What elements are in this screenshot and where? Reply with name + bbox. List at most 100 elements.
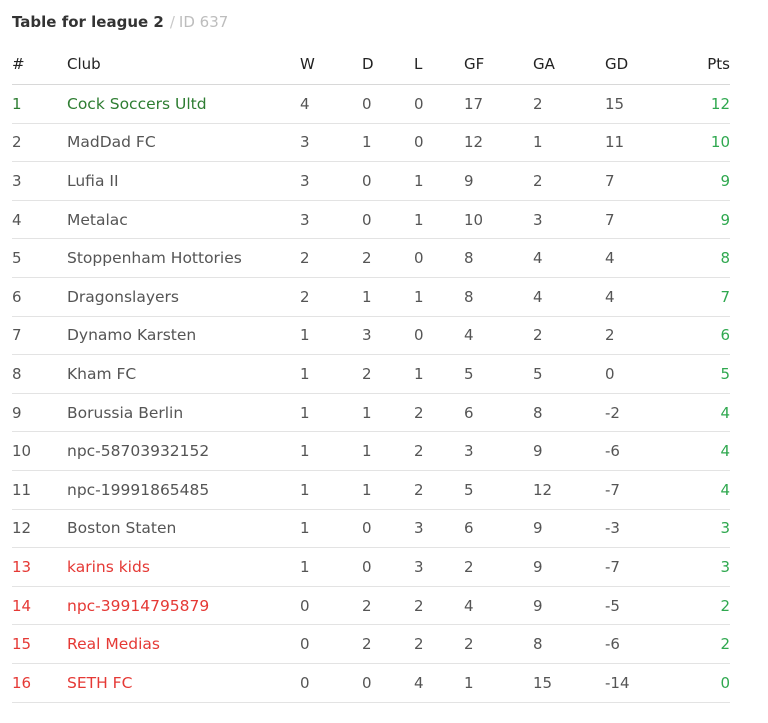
points-cell: 7 bbox=[688, 277, 730, 317]
losses-cell: 1 bbox=[414, 200, 464, 240]
goals-for-cell: 5 bbox=[464, 470, 533, 510]
goal-difference-cell: -5 bbox=[605, 586, 688, 626]
points-cell: 4 bbox=[688, 431, 730, 471]
club-name[interactable]: Cock Soccers Ultd bbox=[67, 84, 300, 124]
points-cell: 10 bbox=[688, 123, 730, 163]
col-header-goals-against[interactable]: GA bbox=[533, 44, 605, 85]
goal-difference-cell: -2 bbox=[605, 393, 688, 433]
league-table-panel: Table for league 2 / ID 637 # Club W D L… bbox=[12, 0, 730, 703]
points-cell: 2 bbox=[688, 624, 730, 664]
points-cell: 4 bbox=[688, 470, 730, 510]
club-name[interactable]: Dynamo Karsten bbox=[67, 316, 300, 356]
col-header-draws[interactable]: D bbox=[362, 44, 414, 85]
wins-cell: 1 bbox=[300, 431, 362, 471]
goals-for-cell: 5 bbox=[464, 354, 533, 394]
goal-difference-cell: 7 bbox=[605, 161, 688, 201]
position-cell: 14 bbox=[12, 586, 67, 626]
wins-cell: 3 bbox=[300, 123, 362, 163]
goals-against-cell: 1 bbox=[533, 123, 605, 163]
position-cell: 5 bbox=[12, 238, 67, 278]
club-name[interactable]: Real Medias bbox=[67, 624, 300, 664]
wins-cell: 2 bbox=[300, 238, 362, 278]
goals-against-cell: 9 bbox=[533, 431, 605, 471]
goal-difference-cell: -14 bbox=[605, 663, 688, 703]
goals-against-cell: 4 bbox=[533, 277, 605, 317]
position-cell: 4 bbox=[12, 200, 67, 240]
losses-cell: 2 bbox=[414, 586, 464, 626]
goals-for-cell: 9 bbox=[464, 161, 533, 201]
wins-cell: 1 bbox=[300, 316, 362, 356]
draws-cell: 0 bbox=[362, 200, 414, 240]
wins-cell: 1 bbox=[300, 547, 362, 587]
wins-cell: 1 bbox=[300, 509, 362, 549]
goals-against-cell: 9 bbox=[533, 509, 605, 549]
goal-difference-cell: 4 bbox=[605, 277, 688, 317]
goals-for-cell: 17 bbox=[464, 84, 533, 124]
col-header-goal-difference[interactable]: GD bbox=[605, 44, 688, 85]
club-name[interactable]: SETH FC bbox=[67, 663, 300, 703]
losses-cell: 2 bbox=[414, 431, 464, 471]
col-header-losses[interactable]: L bbox=[414, 44, 464, 85]
wins-cell: 3 bbox=[300, 200, 362, 240]
club-name[interactable]: Boston Staten bbox=[67, 509, 300, 549]
wins-cell: 2 bbox=[300, 277, 362, 317]
club-name[interactable]: Stoppenham Hottories bbox=[67, 238, 300, 278]
club-name[interactable]: npc-39914795879 bbox=[67, 586, 300, 626]
goals-for-cell: 6 bbox=[464, 509, 533, 549]
draws-cell: 2 bbox=[362, 354, 414, 394]
losses-cell: 1 bbox=[414, 161, 464, 201]
club-name[interactable]: Metalac bbox=[67, 200, 300, 240]
position-cell: 10 bbox=[12, 431, 67, 471]
table-row: 1 Cock Soccers Ultd 4 0 0 17 2 15 12 bbox=[12, 84, 730, 124]
goals-for-cell: 4 bbox=[464, 586, 533, 626]
draws-cell: 1 bbox=[362, 277, 414, 317]
col-header-wins[interactable]: W bbox=[300, 44, 362, 85]
goals-for-cell: 12 bbox=[464, 123, 533, 163]
draws-cell: 0 bbox=[362, 663, 414, 703]
wins-cell: 1 bbox=[300, 393, 362, 433]
goals-for-cell: 6 bbox=[464, 393, 533, 433]
col-header-position[interactable]: # bbox=[12, 44, 67, 85]
goals-for-cell: 2 bbox=[464, 624, 533, 664]
col-header-points[interactable]: Pts bbox=[688, 44, 730, 85]
goals-for-cell: 2 bbox=[464, 547, 533, 587]
club-name[interactable]: Dragonslayers bbox=[67, 277, 300, 317]
goals-against-cell: 2 bbox=[533, 84, 605, 124]
club-name[interactable]: npc-19991865485 bbox=[67, 470, 300, 510]
table-row: 10 npc-58703932152 1 1 2 3 9 -6 4 bbox=[12, 431, 730, 471]
goals-for-cell: 8 bbox=[464, 238, 533, 278]
draws-cell: 2 bbox=[362, 586, 414, 626]
club-name[interactable]: MadDad FC bbox=[67, 123, 300, 163]
table-row: 5 Stoppenham Hottories 2 2 0 8 4 4 8 bbox=[12, 238, 730, 278]
table-row: 13 karins kids 1 0 3 2 9 -7 3 bbox=[12, 547, 730, 587]
goals-against-cell: 8 bbox=[533, 393, 605, 433]
club-name[interactable]: Borussia Berlin bbox=[67, 393, 300, 433]
table-row: 9 Borussia Berlin 1 1 2 6 8 -2 4 bbox=[12, 393, 730, 433]
goals-for-cell: 10 bbox=[464, 200, 533, 240]
goal-difference-cell: 4 bbox=[605, 238, 688, 278]
goals-against-cell: 3 bbox=[533, 200, 605, 240]
wins-cell: 1 bbox=[300, 470, 362, 510]
losses-cell: 2 bbox=[414, 470, 464, 510]
goals-for-cell: 8 bbox=[464, 277, 533, 317]
club-name[interactable]: karins kids bbox=[67, 547, 300, 587]
points-cell: 8 bbox=[688, 238, 730, 278]
table-row: 14 npc-39914795879 0 2 2 4 9 -5 2 bbox=[12, 586, 730, 626]
table-row: 2 MadDad FC 3 1 0 12 1 11 10 bbox=[12, 123, 730, 163]
losses-cell: 1 bbox=[414, 354, 464, 394]
goals-against-cell: 12 bbox=[533, 470, 605, 510]
goal-difference-cell: 7 bbox=[605, 200, 688, 240]
club-name[interactable]: Kham FC bbox=[67, 354, 300, 394]
club-name[interactable]: npc-58703932152 bbox=[67, 431, 300, 471]
col-header-goals-for[interactable]: GF bbox=[464, 44, 533, 85]
draws-cell: 1 bbox=[362, 431, 414, 471]
wins-cell: 0 bbox=[300, 624, 362, 664]
losses-cell: 0 bbox=[414, 123, 464, 163]
losses-cell: 3 bbox=[414, 547, 464, 587]
col-header-club[interactable]: Club bbox=[67, 44, 300, 85]
goals-against-cell: 4 bbox=[533, 238, 605, 278]
points-cell: 0 bbox=[688, 663, 730, 703]
club-name[interactable]: Lufia II bbox=[67, 161, 300, 201]
table-row: 4 Metalac 3 0 1 10 3 7 9 bbox=[12, 200, 730, 240]
points-cell: 4 bbox=[688, 393, 730, 433]
